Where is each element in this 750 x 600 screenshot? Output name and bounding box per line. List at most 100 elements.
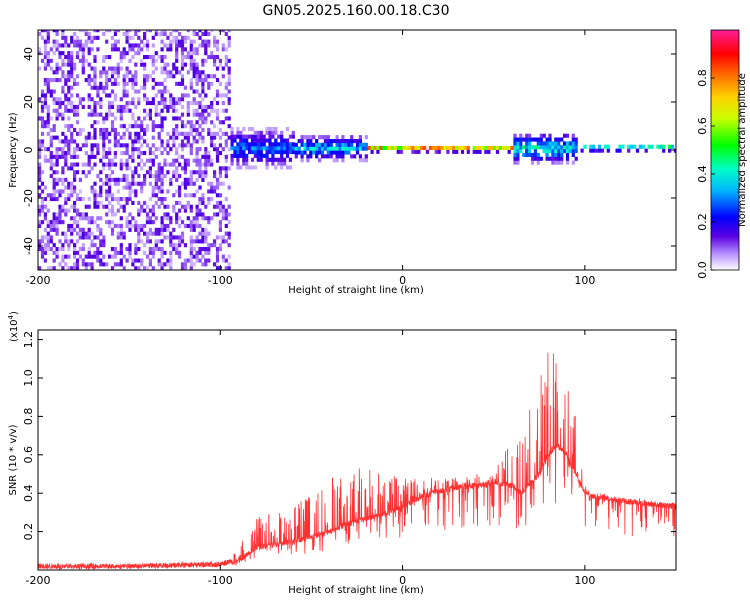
heatmap-cell: [277, 157, 281, 162]
heatmap-cell: [49, 93, 53, 98]
heatmap-cell: [52, 108, 56, 113]
heatmap-cell: [128, 70, 132, 75]
heatmap-cell: [172, 247, 176, 252]
heatmap-cell: [172, 116, 176, 121]
heatmap-cell: [542, 149, 546, 154]
heatmap-cell: [67, 185, 71, 190]
heatmap-cell: [239, 134, 243, 139]
heatmap-cell: [160, 127, 164, 132]
heatmap-cell: [46, 104, 50, 109]
heatmap-cell: [93, 189, 97, 194]
heatmap-cell: [49, 139, 53, 144]
heatmap-cell: [38, 47, 42, 52]
heatmap-cell: [52, 212, 56, 217]
heatmap-cell: [143, 151, 147, 156]
heatmap-cell: [560, 145, 564, 150]
heatmap-cell: [533, 145, 537, 150]
heatmap-cell: [242, 142, 246, 147]
heatmap-cell: [128, 124, 132, 129]
heatmap-cell: [137, 258, 141, 263]
heatmap-cell: [102, 127, 106, 132]
heatmap-cell: [58, 193, 62, 198]
heatmap-cell: [201, 177, 205, 182]
heatmap-cell: [102, 147, 106, 152]
heatmap-cell: [166, 70, 170, 75]
heatmap-cell: [96, 120, 100, 125]
heatmap-cell: [99, 127, 103, 132]
heatmap-cell: [204, 93, 208, 98]
heatmap-cell: [87, 35, 91, 40]
heatmap-cell: [78, 47, 82, 52]
heatmap-cell: [204, 227, 208, 232]
heatmap-cell: [213, 97, 217, 102]
heatmap-cell: [230, 146, 234, 151]
heatmap-cell: [551, 145, 555, 150]
heatmap-cell: [64, 158, 68, 163]
heatmap-cell: [43, 66, 47, 71]
heatmap-cell: [528, 149, 532, 154]
heatmap-cell: [140, 58, 144, 63]
heatmap-cell: [347, 146, 351, 151]
heatmap-cell: [40, 89, 45, 94]
heatmap-cell: [198, 250, 202, 255]
heatmap-cell: [122, 231, 126, 236]
heatmap-cell: [113, 223, 117, 228]
heatmap-cell: [554, 152, 558, 157]
heatmap-cell: [58, 189, 62, 194]
heatmap-cell: [178, 223, 182, 228]
heatmap-cell: [668, 148, 672, 153]
heatmap-cell: [169, 104, 173, 109]
heatmap-cell: [323, 135, 327, 140]
heatmap-cell: [110, 43, 115, 48]
heatmap-cell: [160, 97, 164, 102]
heatmap-cell: [64, 124, 68, 129]
heatmap-cell: [262, 146, 266, 151]
heatmap-cell: [452, 149, 456, 154]
heatmap-cell: [565, 152, 570, 157]
heatmap-cell: [160, 47, 164, 52]
heatmap-cell: [90, 85, 94, 90]
heatmap-cell: [67, 223, 71, 228]
heatmap-cell: [198, 147, 202, 152]
heatmap-cell: [560, 160, 564, 165]
heatmap-cell: [204, 250, 208, 255]
heatmap-cell: [116, 108, 120, 113]
heatmap-cell: [344, 146, 348, 151]
heatmap-cell: [186, 258, 190, 263]
heatmap-cell: [61, 89, 65, 94]
heatmap-cell: [73, 151, 77, 156]
heatmap-cell: [189, 47, 193, 52]
heatmap-cell: [70, 35, 74, 40]
heatmap-cell: [221, 254, 225, 259]
heatmap-cell: [119, 55, 123, 60]
heatmap-cell: [224, 154, 228, 159]
heatmap-cell: [143, 139, 147, 144]
heatmap-cell: [180, 124, 185, 129]
heatmap-cell: [145, 43, 150, 48]
heatmap-cell: [67, 97, 71, 102]
heatmap-cell: [166, 216, 170, 221]
heatmap-cell: [38, 139, 42, 144]
heatmap-cell: [43, 47, 47, 52]
heatmap-cell: [350, 135, 354, 140]
heatmap-cell: [70, 154, 74, 159]
heatmap-cell: [218, 174, 222, 179]
heatmap-cell: [303, 135, 307, 140]
heatmap-cell: [87, 39, 91, 44]
heatmap-cell: [96, 112, 100, 117]
heatmap-cell: [110, 231, 115, 236]
heatmap-cell: [55, 220, 59, 225]
heatmap-cell: [55, 158, 59, 163]
heatmap-cell: [84, 212, 88, 217]
heatmap-cell: [210, 104, 214, 109]
heatmap-cell: [204, 154, 208, 159]
heatmap-cell: [105, 112, 109, 117]
heatmap-cell: [157, 231, 161, 236]
heatmap-cell: [143, 116, 147, 121]
heatmap-cell: [137, 200, 141, 205]
heatmap-cell: [40, 239, 45, 244]
heatmap-cell: [545, 141, 549, 146]
heatmap-cell: [175, 55, 179, 60]
heatmap-cell: [75, 55, 80, 60]
heatmap-cell: [338, 139, 342, 144]
